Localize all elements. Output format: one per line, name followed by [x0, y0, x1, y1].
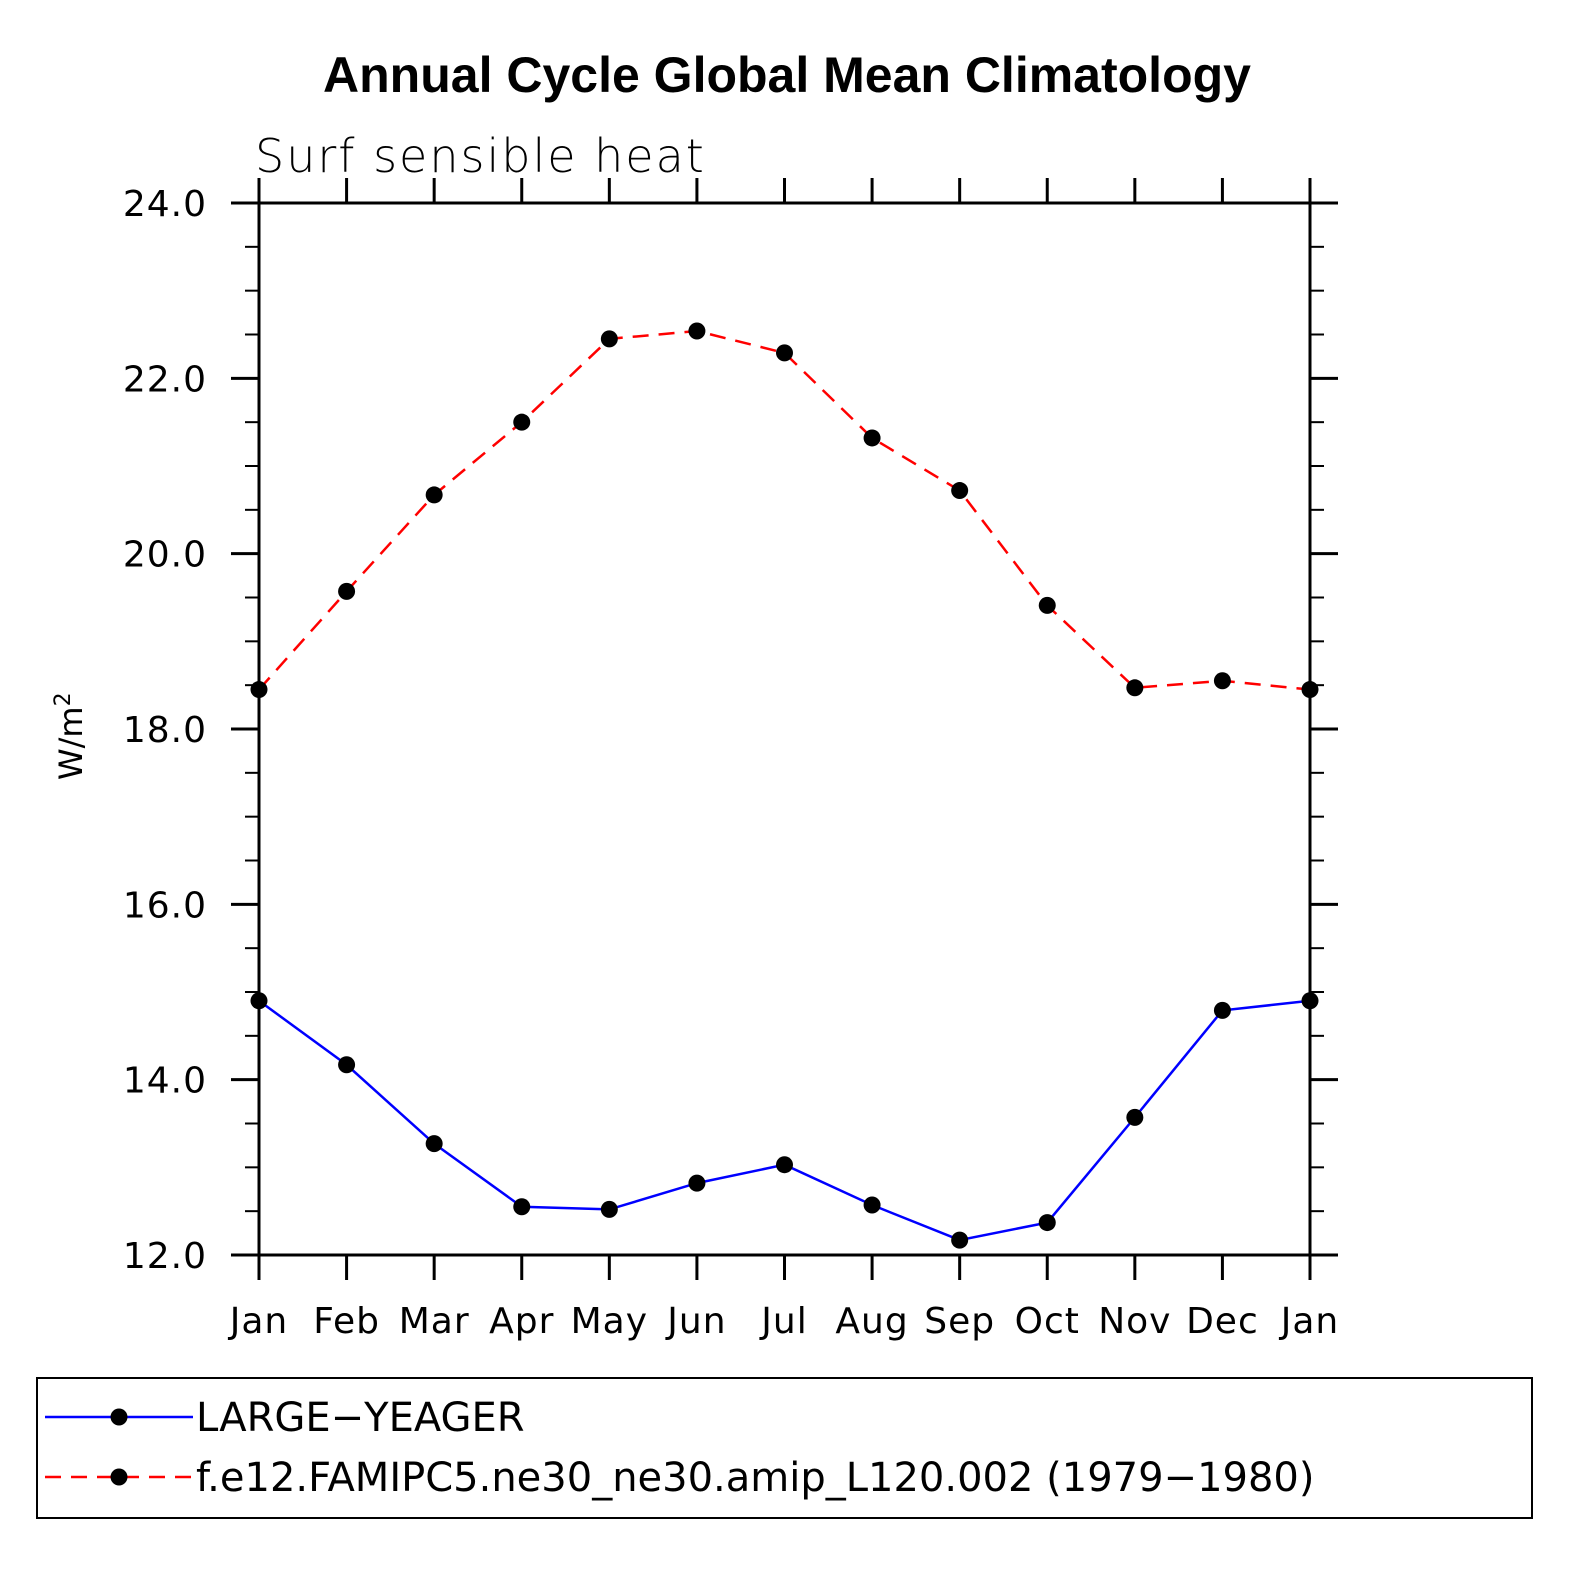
y-tick-label: 22.0 — [123, 359, 207, 400]
series-1-point — [513, 1198, 531, 1216]
x-tick-label: Dec — [1186, 1301, 1259, 1342]
series-1-point — [600, 1200, 618, 1218]
legend-items: LARGE−YEAGER f.e12.FAMIPC5.ne30_ne30.amip… — [45, 1395, 1314, 1501]
chart-title: Annual Cycle Global Mean Climatology — [323, 47, 1251, 103]
series-2-point — [1038, 596, 1056, 614]
y-axis-label-superscript: 2 — [51, 692, 76, 706]
series-1-point — [1126, 1108, 1144, 1126]
series-1-point — [1213, 1001, 1231, 1019]
series-2-point — [688, 322, 706, 340]
legend-marker-1 — [110, 1408, 128, 1426]
x-tick-label: Oct — [1015, 1301, 1080, 1342]
series-2-point — [250, 681, 268, 699]
series-2-point — [863, 429, 881, 447]
y-axis-label: W/m2 — [51, 692, 90, 780]
series-1-point — [425, 1135, 443, 1153]
series-2-point — [600, 330, 618, 348]
series-2-point — [1213, 672, 1231, 690]
legend: LARGE−YEAGER f.e12.FAMIPC5.ne30_ne30.amip… — [36, 1377, 1533, 1519]
ticks: Jan Feb Mar Apr May Jun Jul Aug Sep Oct Nov Dec Jan 1… — [123, 178, 1340, 1342]
x-tick-label: Jun — [665, 1301, 726, 1342]
x-tick-label: Apr — [489, 1301, 554, 1342]
series-2-point — [776, 344, 793, 362]
x-tick-label: Jan — [228, 1301, 289, 1342]
series-1-point — [688, 1174, 706, 1192]
x-tick-label: Feb — [313, 1301, 380, 1342]
series-2-point — [1126, 679, 1144, 697]
series-1-point — [338, 1056, 356, 1074]
x-tick-label: Sep — [924, 1301, 995, 1342]
series-2-point — [338, 582, 356, 600]
series-1-point — [1038, 1214, 1056, 1232]
series-2-point — [425, 486, 443, 504]
series-2-point — [513, 413, 531, 431]
legend-label-1: LARGE−YEAGER — [196, 1395, 525, 1441]
x-tick-label: Jul — [759, 1301, 807, 1342]
x-tick-label: Aug — [835, 1301, 908, 1342]
y-tick-label: 16.0 — [123, 885, 207, 926]
series-2-point — [1301, 681, 1319, 699]
legend-marker-2 — [110, 1468, 128, 1486]
x-tick-label: Jan — [1279, 1301, 1340, 1342]
series-1-point — [863, 1196, 881, 1214]
series-2-point — [951, 482, 969, 500]
x-tick-label: May — [571, 1301, 648, 1342]
y-tick-label: 12.0 — [123, 1236, 207, 1277]
legend-box — [36, 1377, 1533, 1519]
series-1-point — [951, 1231, 969, 1249]
series-1-point — [250, 992, 268, 1010]
y-tick-label: 18.0 — [123, 710, 207, 751]
y-tick-label: 14.0 — [123, 1061, 207, 1102]
x-tick-label: Nov — [1098, 1301, 1171, 1342]
y-tick-label: 20.0 — [123, 535, 207, 576]
y-tick-label: 24.0 — [123, 184, 207, 225]
series-line-2 — [258, 329, 1311, 691]
x-tick-label: Mar — [399, 1301, 470, 1342]
chart-subtitle: Surf sensible heat — [255, 129, 706, 183]
series-1-point — [776, 1156, 793, 1174]
series-layer — [250, 322, 1319, 1249]
legend-label-2: f.e12.FAMIPC5.ne30_ne30.amip_L120.002 (1… — [196, 1455, 1314, 1501]
y-axis-label-base: W/m — [52, 706, 90, 780]
series-1-point — [1301, 992, 1319, 1010]
series-line-1 — [258, 999, 1311, 1242]
